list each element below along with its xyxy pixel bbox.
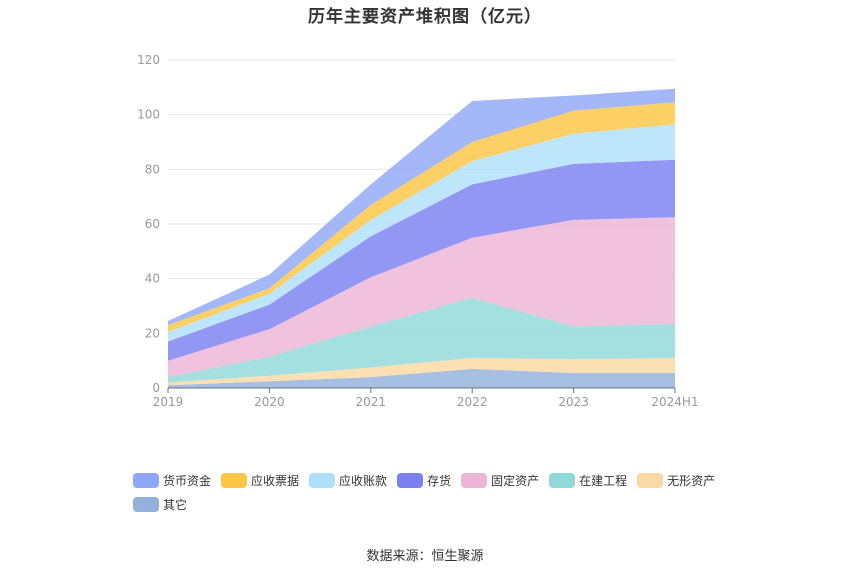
legend-label: 无形资产: [667, 473, 716, 488]
legend-swatch: [309, 472, 336, 488]
x-tick-label: 2023: [558, 395, 589, 409]
y-tick-label: 80: [145, 162, 160, 176]
y-tick-label: 100: [137, 108, 160, 122]
legend-swatch: [461, 472, 488, 488]
y-tick-label: 40: [145, 272, 160, 286]
area-series: [168, 102, 675, 333]
y-tick-label: 0: [152, 381, 160, 395]
legend-swatch: [133, 496, 159, 512]
x-tick-label: 2024H1: [651, 395, 698, 409]
data-source: 数据来源：恒生聚源: [366, 549, 484, 564]
y-tick-label: 20: [145, 326, 160, 340]
legend-item[interactable]: 其它: [133, 496, 187, 512]
area-series: [168, 217, 675, 378]
x-tick-label: 2019: [153, 395, 184, 409]
x-tick-label: 2020: [254, 395, 285, 409]
x-tick-label: 2022: [457, 395, 488, 409]
legend-label: 货币资金: [163, 473, 212, 488]
area-series: [168, 357, 675, 386]
area-series: [168, 368, 675, 388]
area-series: [168, 124, 675, 342]
chart-legend: 货币资金 应收票据 应收账款 存货 固定资产 在建工程 无形资产其它: [133, 472, 733, 512]
legend-label: 在建工程: [579, 473, 628, 488]
legend-item[interactable]: 应收账款: [309, 472, 387, 488]
chart-title: 历年主要资产堆积图（亿元）: [308, 7, 542, 27]
x-tick-label: 2021: [356, 395, 387, 409]
legend-label: 应收票据: [251, 473, 300, 488]
legend-swatch: [637, 472, 664, 488]
legend-item[interactable]: 存货: [397, 472, 451, 488]
stacked-area-chart: 0 20 40 60 80 100 120 2019 2020 2021 2022 2023 2024H…: [137, 53, 699, 409]
legend-swatch: [221, 472, 248, 488]
legend-label: 存货: [427, 473, 452, 488]
legend-swatch: [549, 472, 576, 488]
legend-item[interactable]: 在建工程: [549, 472, 627, 488]
legend-item[interactable]: 固定资产: [461, 472, 539, 488]
y-tick-label: 60: [145, 217, 160, 231]
legend-item[interactable]: 货币资金: [133, 472, 211, 488]
legend-label: 其它: [163, 497, 188, 512]
legend-item[interactable]: 无形资产: [637, 472, 715, 488]
legend-label: 应收账款: [339, 473, 388, 488]
area-series: [168, 159, 675, 361]
y-tick-label: 120: [137, 53, 160, 67]
area-series: [168, 297, 675, 383]
legend-swatch: [397, 472, 424, 488]
area-series: [168, 88, 675, 326]
legend-label: 固定资产: [491, 473, 540, 488]
legend-swatch: [133, 472, 159, 488]
legend-item[interactable]: 应收票据: [221, 472, 299, 488]
